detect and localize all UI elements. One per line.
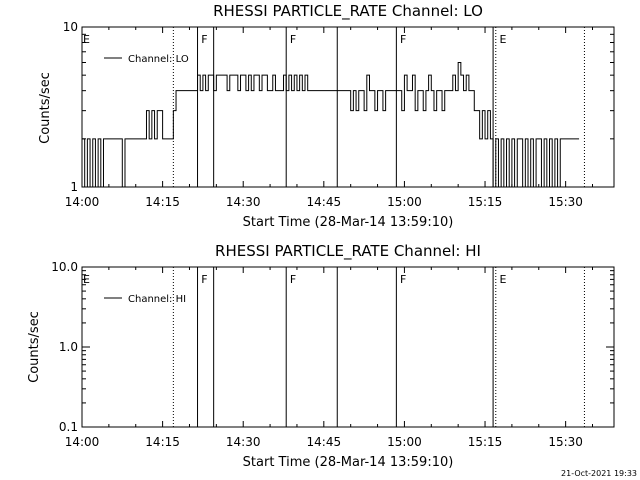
flag-label: E bbox=[83, 33, 90, 46]
x-tick-label: 15:00 bbox=[387, 435, 422, 449]
flag-label: F bbox=[201, 33, 207, 46]
y-tick-label: 0.1 bbox=[59, 420, 78, 434]
x-tick-label: 14:00 bbox=[65, 435, 100, 449]
hi-channel-panel: RHESSI PARTICLE_RATE Channel: HI Counts/… bbox=[27, 242, 615, 470]
x-tick-label: 14:15 bbox=[145, 195, 180, 209]
flag-label: F bbox=[290, 33, 296, 46]
chart-title-lo: RHESSI PARTICLE_RATE Channel: LO bbox=[213, 2, 483, 21]
flag-label: F bbox=[400, 33, 406, 46]
x-axis-label-lo: Start Time (28-Mar-14 13:59:10) bbox=[243, 215, 454, 230]
x-tick-label: 14:00 bbox=[65, 195, 100, 209]
y-tick-label: 10.0 bbox=[51, 260, 78, 274]
plot-frame-hi bbox=[81, 266, 615, 428]
footer-timestamp: 21-Oct-2021 19:33 bbox=[561, 469, 637, 478]
flag-label: E bbox=[499, 273, 506, 286]
x-tick-label: 14:30 bbox=[226, 195, 261, 209]
y-tick-label: 10 bbox=[63, 20, 78, 34]
legend-label-lo: Channel: LO bbox=[128, 54, 189, 65]
x-tick-label: 15:15 bbox=[468, 435, 503, 449]
series-line-lo bbox=[82, 62, 580, 188]
lo-channel-panel: RHESSI PARTICLE_RATE Channel: LO Counts/… bbox=[38, 2, 615, 230]
x-tick-label: 14:45 bbox=[307, 195, 342, 209]
plot-frame-lo bbox=[81, 26, 615, 188]
x-tick-label: 15:15 bbox=[468, 195, 503, 209]
y-tick-label: 1 bbox=[70, 180, 78, 194]
x-tick-label: 14:15 bbox=[145, 435, 180, 449]
flag-label: F bbox=[201, 273, 207, 286]
x-tick-label: 15:00 bbox=[387, 195, 422, 209]
x-tick-label: 14:45 bbox=[307, 435, 342, 449]
flag-label: F bbox=[290, 273, 296, 286]
flag-label: E bbox=[499, 33, 506, 46]
y-axis-label-hi: Counts/sec bbox=[27, 311, 42, 383]
x-tick-label: 15:30 bbox=[548, 435, 583, 449]
x-tick-label: 15:30 bbox=[548, 195, 583, 209]
y-tick-label: 1.0 bbox=[59, 340, 78, 354]
chart-title-hi: RHESSI PARTICLE_RATE Channel: HI bbox=[215, 242, 481, 261]
flag-label: E bbox=[83, 273, 90, 286]
y-axis-label-lo: Counts/sec bbox=[38, 72, 53, 144]
x-tick-label: 14:30 bbox=[226, 435, 261, 449]
x-axis-label-hi: Start Time (28-Mar-14 13:59:10) bbox=[243, 455, 454, 470]
flag-label: F bbox=[400, 273, 406, 286]
legend-label-hi: Channel: HI bbox=[128, 294, 186, 305]
